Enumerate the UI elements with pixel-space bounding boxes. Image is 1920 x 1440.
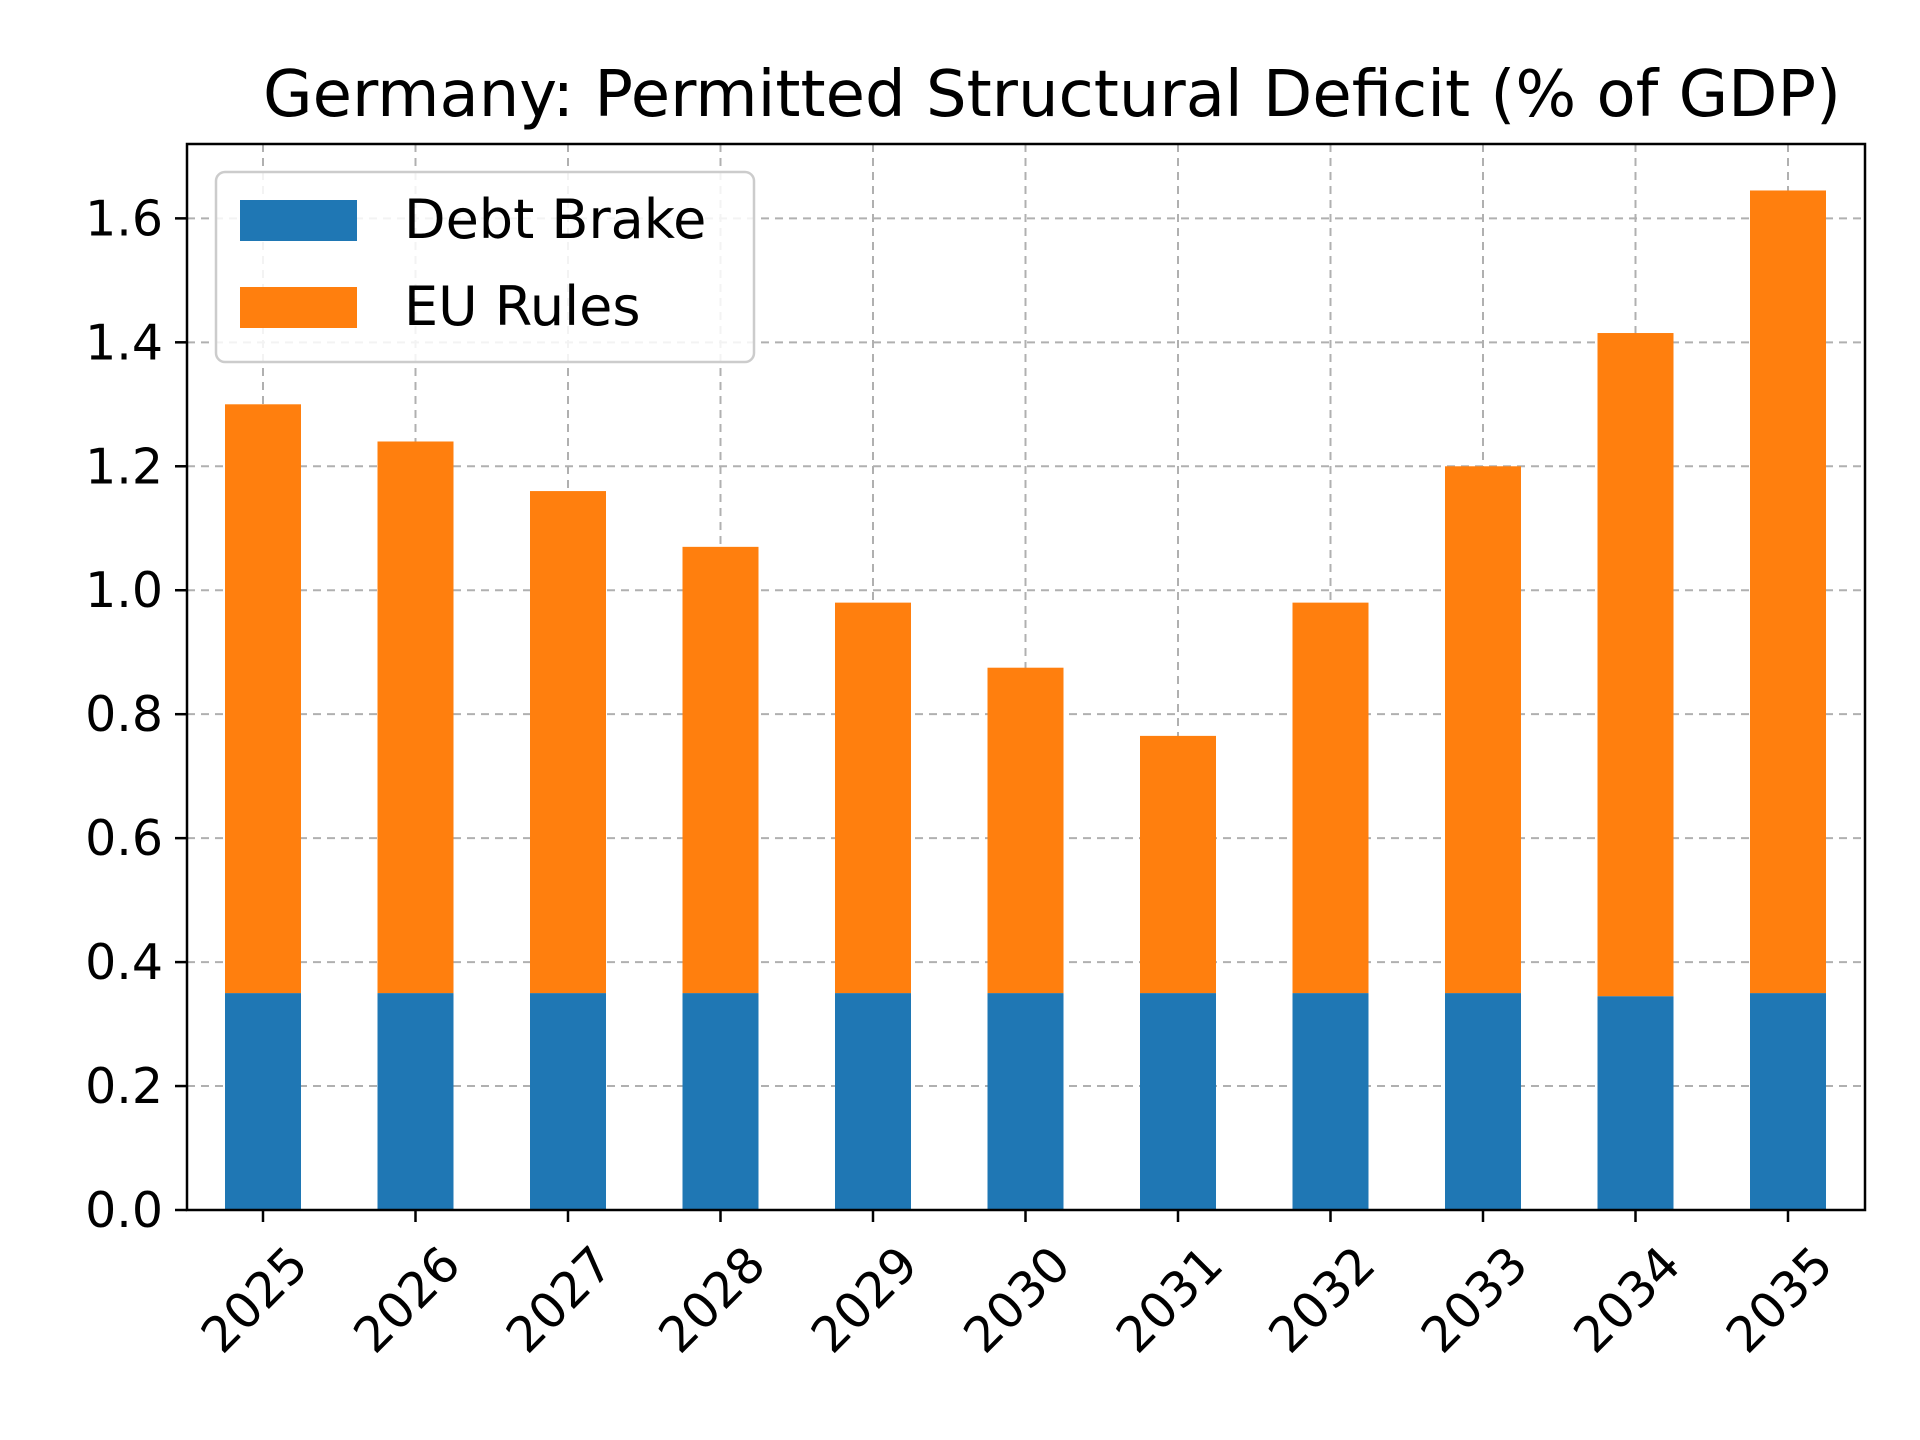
x-tick-label: 2028 [648,1236,776,1364]
chart-title: Germany: Permitted Structural Deficit (%… [263,58,1841,132]
bar-debt-brake-2031 [1140,993,1216,1210]
x-tick-label: 2026 [343,1236,471,1364]
x-tick-label: 2032 [1258,1236,1386,1364]
bar-eu-rules-2025 [225,404,301,994]
legend-swatch-eu-rules [240,287,357,328]
bar-debt-brake-2027 [530,993,606,1210]
x-tick-label: 2031 [1105,1236,1233,1364]
y-tick-label: 0.8 [85,686,163,743]
y-tick-label: 0.0 [85,1182,163,1239]
bar-eu-rules-2029 [835,602,911,994]
bar-debt-brake-2025 [225,993,301,1210]
bars [225,190,1826,1210]
legend-label-eu-rules: EU Rules [404,275,641,338]
bar-eu-rules-2034 [1597,333,1674,997]
bar-debt-brake-2033 [1445,993,1521,1210]
bar-eu-rules-2033 [1445,466,1521,994]
x-tick-label: 2025 [190,1236,318,1364]
x-tick-label: 2030 [953,1236,1081,1364]
bar-debt-brake-2030 [987,993,1064,1210]
bar-debt-brake-2035 [1750,993,1826,1210]
bar-debt-brake-2026 [377,993,454,1210]
y-tick-label: 0.4 [85,934,163,991]
bar-eu-rules-2035 [1750,190,1826,994]
y-tick-label: 1.6 [85,190,163,247]
y-tick-label: 1.2 [85,438,163,495]
bar-eu-rules-2032 [1292,602,1369,994]
x-tick-label: 2033 [1410,1236,1538,1364]
bar-debt-brake-2029 [835,993,911,1210]
bar-debt-brake-2034 [1597,996,1674,1210]
x-tick-label: 2034 [1563,1236,1691,1364]
y-tick-label: 1.0 [85,562,163,619]
bar-eu-rules-2026 [377,441,454,994]
bar-eu-rules-2031 [1140,735,1216,994]
y-tick-label: 1.4 [85,314,163,371]
legend: Debt Brake EU Rules [214,170,756,364]
bar-debt-brake-2032 [1292,993,1369,1210]
legend-label-debt-brake: Debt Brake [404,188,706,251]
y-tick-label: 0.2 [85,1058,163,1115]
bar-eu-rules-2030 [987,667,1064,994]
y-tick-label: 0.6 [85,810,163,867]
bar-eu-rules-2027 [530,491,606,994]
x-tick-label: 2027 [495,1236,623,1364]
bar-eu-rules-2028 [682,546,759,994]
bar-debt-brake-2028 [682,993,759,1210]
legend-swatch-debt-brake [240,200,357,241]
x-tick-label: 2029 [800,1236,928,1364]
x-tick-label: 2035 [1715,1236,1843,1364]
